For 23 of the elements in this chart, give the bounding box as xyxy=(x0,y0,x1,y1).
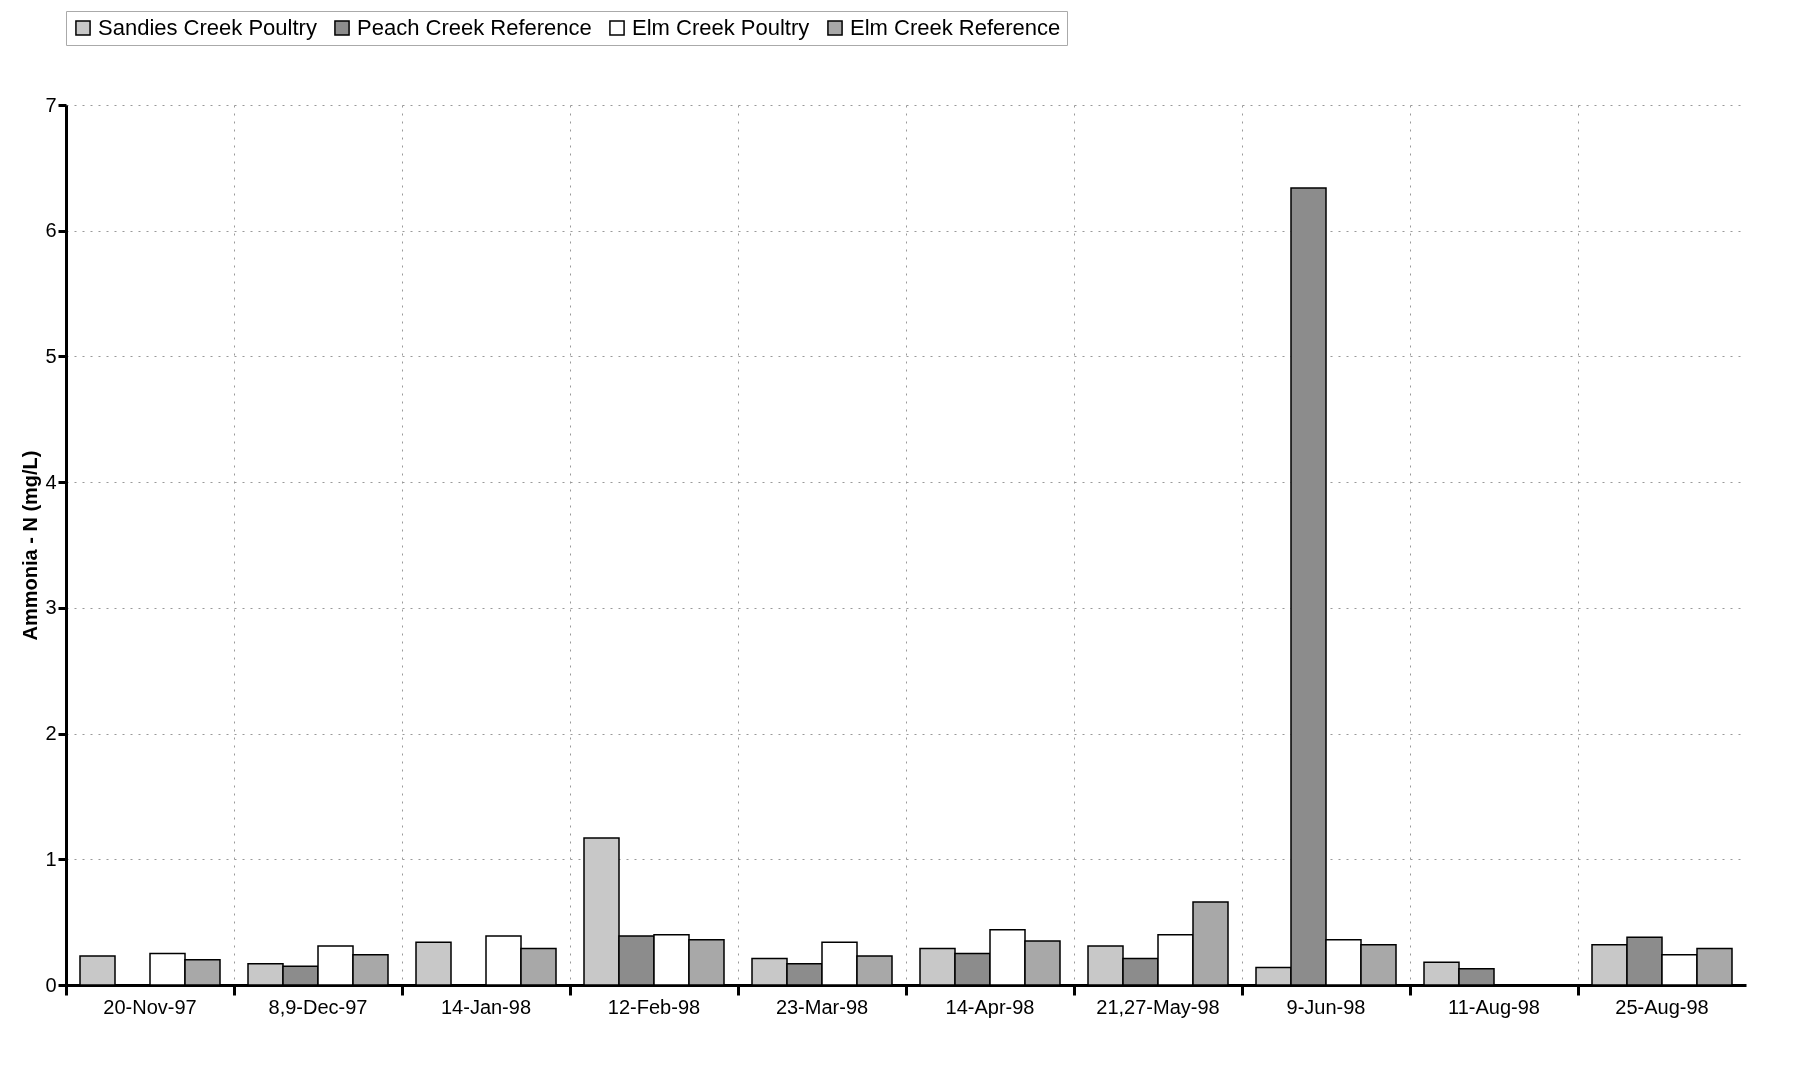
y-tick-label: 6 xyxy=(45,219,57,242)
y-tick-label: 5 xyxy=(45,344,57,367)
x-tick-label: 21,27-May-98 xyxy=(1096,995,1220,1018)
y-tick-label: 2 xyxy=(45,722,57,745)
legend-label: Sandies Creek Poultry xyxy=(98,15,317,40)
x-tick-label: 23-Mar-98 xyxy=(775,995,869,1018)
y-tick-label: 3 xyxy=(45,596,57,619)
y-tick-label: 4 xyxy=(45,470,57,493)
y-axis-title: Ammonia - N (mg/L) xyxy=(19,450,42,641)
legend-label: Elm Creek Reference xyxy=(850,15,1061,40)
x-tick-label: 9-Jun-98 xyxy=(1286,995,1366,1018)
legend-label: Elm Creek Poultry xyxy=(632,15,810,40)
x-tick-label: 25-Aug-98 xyxy=(1615,995,1709,1018)
x-tick-label: 11-Aug-98 xyxy=(1448,995,1540,1018)
x-tick-label: 8,9-Dec-97 xyxy=(268,995,368,1018)
x-tick-label: 20-Nov-97 xyxy=(103,995,197,1018)
x-tick-label: 14-Jan-98 xyxy=(440,995,532,1018)
x-tick-label: 14-Apr-98 xyxy=(945,995,1035,1018)
y-tick-label: 7 xyxy=(45,93,57,116)
y-tick-label: 0 xyxy=(45,973,57,996)
legend-label: Peach Creek Reference xyxy=(357,15,592,40)
y-tick-label: 1 xyxy=(45,847,57,870)
x-tick-label: 12-Feb-98 xyxy=(607,995,701,1018)
